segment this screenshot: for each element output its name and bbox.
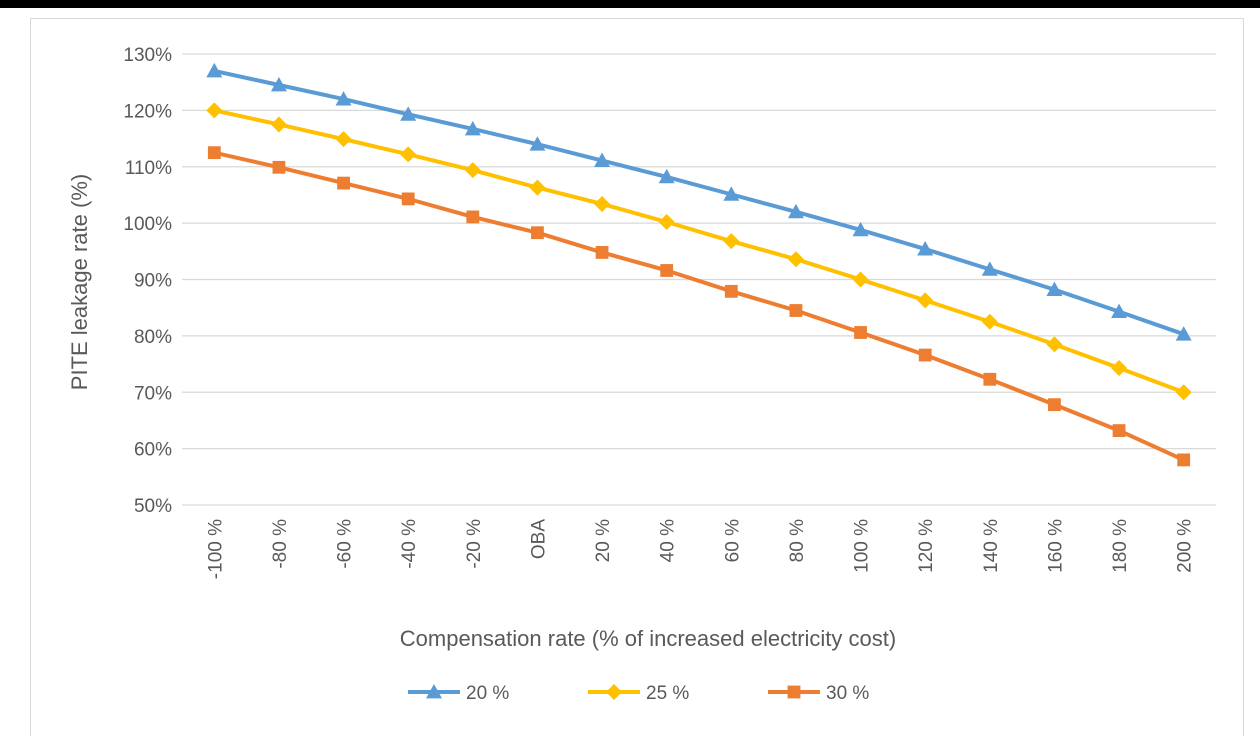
data-point [272,160,286,174]
series-0 [206,62,1192,341]
data-point [335,131,352,148]
legend: 20 % 25 % 30 % [408,683,869,704]
data-point [270,116,287,133]
y-tick-label: 50% [134,496,172,517]
data-point [981,313,998,330]
data-point [1112,424,1126,437]
data-point [983,372,997,386]
data-point [595,246,609,259]
data-point [1046,281,1063,297]
data-point [789,304,803,317]
series-1 [206,102,1192,401]
y-tick-label: 70% [134,383,172,404]
data-point [918,348,932,362]
y-axis-ticks: 50% 60% 70% 80% 90% 100% 110% 120% 130% [123,45,172,517]
legend-label: 30 % [826,683,869,704]
y-tick-label: 130% [123,45,172,66]
x-tick-label: 60 % [722,519,743,562]
data-point [1046,336,1063,353]
chart-frame [30,18,1244,736]
data-point [400,106,417,121]
x-tick-label: 80 % [787,519,808,562]
data-point [981,261,998,276]
data-point [464,162,481,179]
data-point [207,146,221,160]
series-line [213,68,1185,337]
data-point [724,284,738,298]
legend-marker [426,684,442,699]
x-tick-label: 20 % [593,519,614,562]
legend-item: 30 % [768,683,869,704]
legend-label: 20 % [466,683,509,704]
series-line [213,150,1185,462]
y-tick-label: 110% [125,158,172,179]
data-point [917,292,934,309]
data-point [658,213,675,230]
data-point [335,91,352,106]
x-tick-label: -60 % [335,519,356,569]
legend-marker [787,685,801,699]
series-line [213,108,1185,395]
data-point [917,241,934,256]
x-tick-label: 200 % [1175,519,1196,573]
data-point [1177,453,1191,467]
data-point [1111,303,1128,319]
data-point [852,271,869,288]
data-point [531,226,544,240]
x-tick-label: -100 % [205,519,226,579]
x-tick-label: 140 % [981,519,1002,573]
data-point [1111,360,1128,377]
x-axis-title: Compensation rate (% of increased electr… [400,626,896,651]
data-point [529,179,546,196]
data-point [1175,326,1192,341]
x-tick-label: -20 % [464,519,485,569]
data-point [401,192,415,206]
legend-item: 20 % [408,683,509,704]
data-point [400,146,417,163]
data-point [854,326,867,339]
top-rule [0,0,1260,8]
y-tick-label: 120% [123,101,172,122]
gridlines [182,53,1216,506]
x-tick-label: -40 % [399,519,420,569]
data-point [206,62,223,78]
data-point [787,203,804,219]
y-tick-label: 90% [134,271,172,292]
data-point [594,195,611,212]
y-axis-title: PITE leakage rate (%) [67,174,92,390]
x-tick-label: 160 % [1045,519,1066,573]
data-point [529,136,546,151]
y-tick-label: 80% [134,327,172,348]
y-tick-label: 60% [134,440,172,461]
x-tick-label: -80 % [270,519,291,569]
x-tick-label: 180 % [1110,519,1131,573]
data-point [464,120,481,136]
series-2 [207,146,1191,467]
legend-label: 25 % [646,683,689,704]
x-tick-label: 40 % [658,519,679,562]
data-point [270,77,287,92]
data-point [594,152,611,167]
data-point [337,176,350,190]
x-tick-label: 120 % [916,519,937,573]
legend-marker [606,684,622,700]
x-tick-label: OBA [528,519,549,559]
data-point [1048,398,1061,412]
data-point [852,221,869,237]
y-tick-label: 100% [123,214,172,235]
data-point [658,168,675,184]
data-point [660,264,674,277]
data-point [787,251,804,268]
x-tick-label: 100 % [852,519,873,573]
data-point [723,186,740,201]
data-point [206,102,223,119]
data-point [1175,384,1192,401]
data-point [466,210,480,224]
data-point [723,233,740,250]
x-axis-ticks: -100 % -80 % -60 % -40 % -20 % OBA 20 % 40 % 60 … [205,519,1195,580]
legend-item: 25 % [588,683,689,704]
series-lines [206,62,1192,467]
